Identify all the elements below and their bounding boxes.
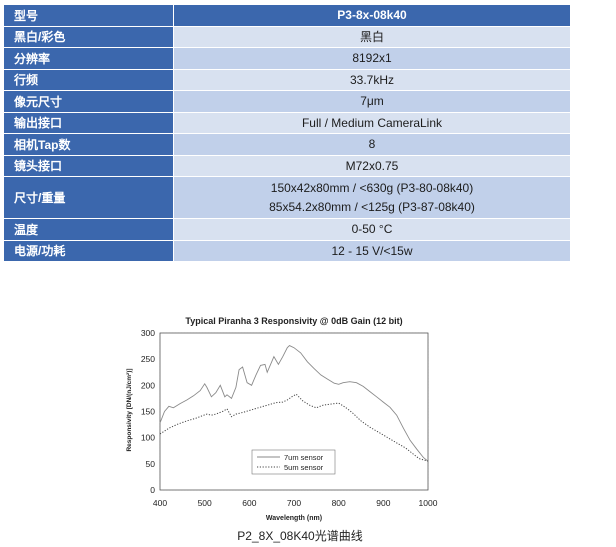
spec-row: 相机Tap数 8 bbox=[4, 134, 570, 155]
spec-label: 电源/功耗 bbox=[4, 240, 174, 261]
x-tick-label: 500 bbox=[198, 498, 212, 508]
spec-value-line: 黑白 bbox=[359, 30, 384, 45]
spec-value: 黑白 bbox=[174, 26, 570, 47]
spec-row: 尺寸/重量 150x42x80mm / <630g (P3-80-08k40) 85… bbox=[4, 177, 570, 218]
spec-value: M72x0.75 bbox=[174, 155, 570, 176]
y-axis-label: Responsivity [DN/(nJ/cm²)] bbox=[126, 368, 133, 451]
x-axis-label: Wavelength (nm) bbox=[266, 515, 322, 522]
spec-row: 分辨率 8192x1 bbox=[4, 48, 570, 69]
spec-value-line: 7μm bbox=[360, 94, 384, 109]
chart-title: Typical Piranha 3 Responsivity @ 0dB Gai… bbox=[185, 316, 402, 326]
x-tick-label: 900 bbox=[376, 498, 390, 508]
spec-row: 像元尺寸 7μm bbox=[4, 91, 570, 112]
spec-label: 型号 bbox=[4, 5, 174, 26]
x-tick-label: 800 bbox=[332, 498, 346, 508]
y-tick-label: 300 bbox=[141, 328, 155, 338]
spec-value: 12 - 15 V/<15w bbox=[174, 240, 570, 261]
spec-label: 黑白/彩色 bbox=[4, 26, 174, 47]
plot-axes: 400 500 600 700 800 900 1000 0 50 100 150 200 250 300 bbox=[141, 328, 438, 508]
spec-value: 8 bbox=[174, 134, 570, 155]
spec-value: 33.7kHz bbox=[174, 69, 570, 90]
x-tick-label: 400 bbox=[153, 498, 167, 508]
spec-row: 行频 33.7kHz bbox=[4, 69, 570, 90]
x-tick-label: 700 bbox=[287, 498, 301, 508]
spec-row: 电源/功耗 12 - 15 V/<15w bbox=[4, 240, 570, 261]
spec-value-line: 8 bbox=[368, 137, 376, 152]
series-line-2 bbox=[159, 393, 429, 462]
legend-box bbox=[251, 449, 336, 475]
spec-value: 8192x1 bbox=[174, 48, 570, 69]
y-tick-label: 0 bbox=[150, 485, 155, 495]
series-line-1 bbox=[159, 345, 429, 462]
spec-row: 输出接口 Full / Medium CameraLink bbox=[4, 112, 570, 133]
plot-series bbox=[159, 345, 429, 462]
spec-label: 尺寸/重量 bbox=[4, 177, 174, 218]
spec-row: 黑白/彩色 黑白 bbox=[4, 26, 570, 47]
chart-caption: P2_8X_08K40光谱曲线 bbox=[237, 529, 363, 543]
spec-row: 温度 0-50 °C bbox=[4, 219, 570, 240]
x-tick-label: 600 bbox=[242, 498, 256, 508]
y-tick-label: 250 bbox=[141, 354, 155, 364]
y-tick-label: 100 bbox=[141, 433, 155, 443]
responsivity-chart: Typical Piranha 3 Responsivity @ 0dB Gai… bbox=[126, 316, 438, 522]
spec-value: 150x42x80mm / <630g (P3-80-08k40) 85x54.2… bbox=[174, 177, 570, 218]
spec-value: 7μm bbox=[174, 91, 570, 112]
spec-value-line: 12 - 15 V/<15w bbox=[331, 243, 413, 258]
spec-row: 型号 P3-8x-08k40 bbox=[4, 5, 570, 26]
x-tick-label: 1000 bbox=[419, 498, 438, 508]
spec-value-line: 8192x1 bbox=[352, 51, 392, 66]
spec-label: 温度 bbox=[4, 219, 174, 240]
spec-label: 行频 bbox=[4, 69, 174, 90]
spec-label: 分辨率 bbox=[4, 48, 174, 69]
spec-value: Full / Medium CameraLink bbox=[174, 112, 570, 133]
spec-label: 输出接口 bbox=[4, 112, 174, 133]
spec-table: 型号 P3-8x-08k40 黑白/彩色 黑白分辨率 8192x1 行频 33.7kHz 像元… bbox=[4, 4, 570, 262]
spec-value-line: M72x0.75 bbox=[345, 158, 399, 173]
spec-value-line: 85x54.2x80mm / <125g (P3-87-08k40) bbox=[269, 199, 475, 214]
spec-label: 相机Tap数 bbox=[4, 134, 174, 155]
spec-row: 镜头接口 M72x0.75 bbox=[4, 155, 570, 176]
spec-value-line: P3-8x-08k40 bbox=[337, 8, 407, 23]
legend-entry: 7um sensor bbox=[284, 453, 324, 462]
spec-value: 0-50 °C bbox=[174, 219, 570, 240]
legend-entry: 5um sensor bbox=[284, 463, 324, 472]
y-tick-label: 200 bbox=[141, 380, 155, 390]
y-tick-label: 150 bbox=[141, 407, 155, 417]
spec-value-line: Full / Medium CameraLink bbox=[301, 115, 443, 130]
spec-label: 镜头接口 bbox=[4, 155, 174, 176]
spec-value: P3-8x-08k40 bbox=[174, 5, 570, 26]
spec-label: 像元尺寸 bbox=[4, 91, 174, 112]
spec-value-line: 0-50 °C bbox=[351, 222, 393, 237]
y-tick-label: 50 bbox=[146, 459, 156, 469]
spec-value-line: 150x42x80mm / <630g (P3-80-08k40) bbox=[270, 180, 474, 195]
spec-value-line: 33.7kHz bbox=[349, 72, 395, 87]
